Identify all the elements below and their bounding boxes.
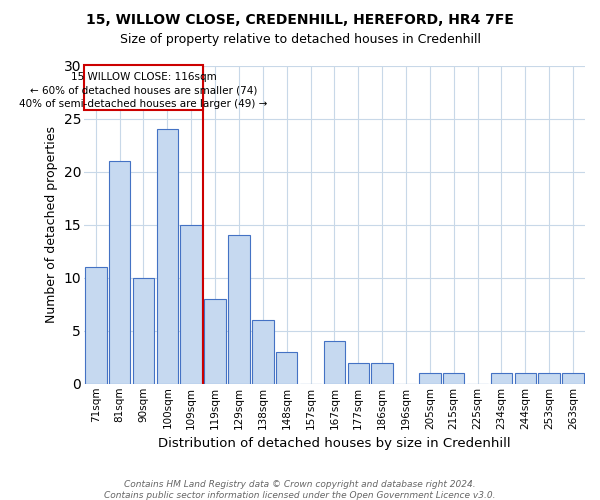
Y-axis label: Number of detached properties: Number of detached properties bbox=[45, 126, 58, 323]
Text: 40% of semi-detached houses are larger (49) →: 40% of semi-detached houses are larger (… bbox=[19, 99, 268, 109]
Bar bbox=[276, 352, 298, 384]
Bar bbox=[491, 373, 512, 384]
Bar bbox=[84, 66, 203, 110]
Bar bbox=[323, 342, 345, 384]
Bar bbox=[205, 299, 226, 384]
Text: Contains HM Land Registry data © Crown copyright and database right 2024.: Contains HM Land Registry data © Crown c… bbox=[124, 480, 476, 489]
Bar bbox=[109, 161, 130, 384]
Bar bbox=[538, 373, 560, 384]
Bar bbox=[347, 362, 369, 384]
Bar bbox=[133, 278, 154, 384]
Text: ← 60% of detached houses are smaller (74): ← 60% of detached houses are smaller (74… bbox=[30, 86, 257, 96]
Text: 15, WILLOW CLOSE, CREDENHILL, HEREFORD, HR4 7FE: 15, WILLOW CLOSE, CREDENHILL, HEREFORD, … bbox=[86, 12, 514, 26]
Bar bbox=[371, 362, 393, 384]
Bar bbox=[419, 373, 440, 384]
Text: Size of property relative to detached houses in Credenhill: Size of property relative to detached ho… bbox=[119, 32, 481, 46]
Text: 15 WILLOW CLOSE: 116sqm: 15 WILLOW CLOSE: 116sqm bbox=[71, 72, 217, 82]
Bar bbox=[228, 235, 250, 384]
Bar bbox=[85, 267, 107, 384]
Bar bbox=[157, 129, 178, 384]
Bar bbox=[181, 224, 202, 384]
X-axis label: Distribution of detached houses by size in Credenhill: Distribution of detached houses by size … bbox=[158, 437, 511, 450]
Bar bbox=[252, 320, 274, 384]
Bar bbox=[515, 373, 536, 384]
Bar bbox=[443, 373, 464, 384]
Text: Contains public sector information licensed under the Open Government Licence v3: Contains public sector information licen… bbox=[104, 491, 496, 500]
Bar bbox=[562, 373, 584, 384]
